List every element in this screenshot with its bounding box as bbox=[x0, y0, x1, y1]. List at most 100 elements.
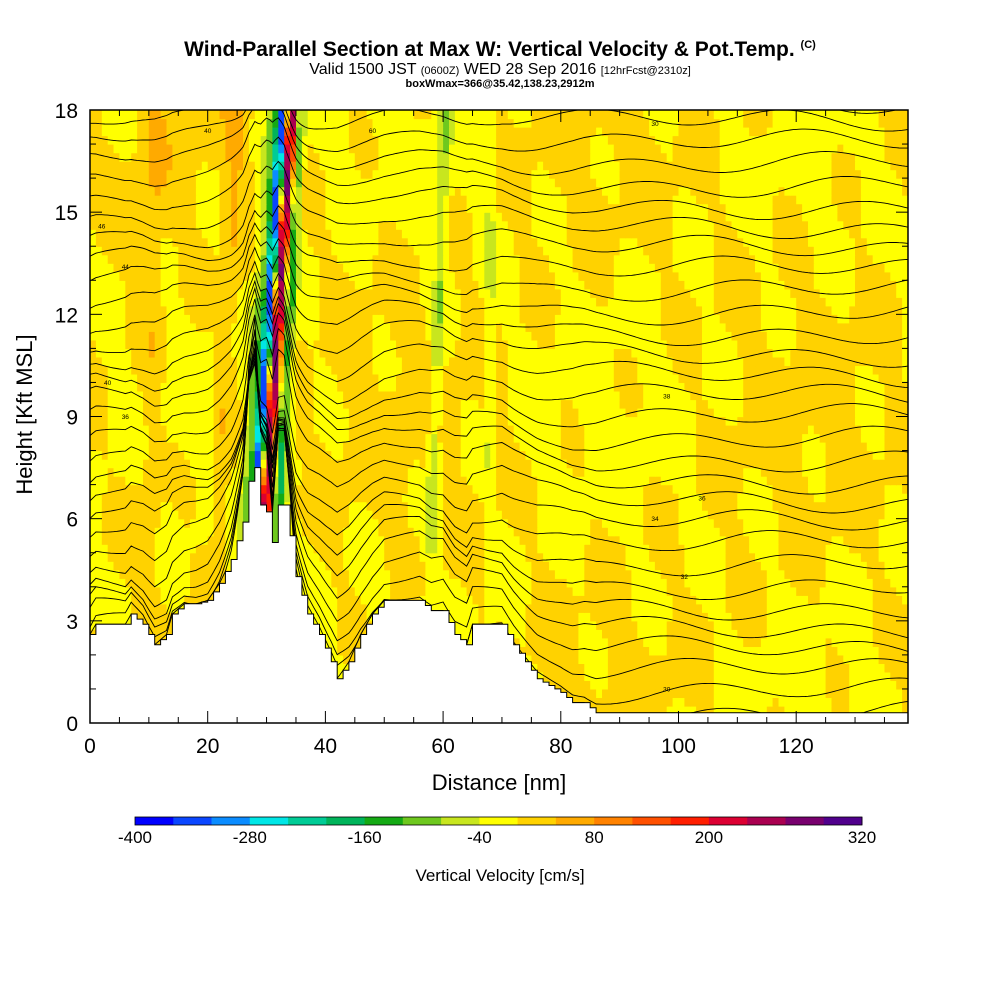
velocity-cell bbox=[519, 484, 527, 494]
velocity-cell bbox=[190, 484, 197, 494]
velocity-cell bbox=[890, 688, 897, 699]
velocity-cell bbox=[660, 629, 668, 639]
velocity-cell bbox=[337, 476, 344, 486]
velocity-cell bbox=[166, 476, 173, 486]
velocity-cell bbox=[325, 493, 332, 503]
velocity-cell bbox=[684, 603, 691, 613]
velocity-cell bbox=[837, 663, 844, 673]
velocity-cell bbox=[884, 569, 891, 579]
velocity-cell bbox=[101, 493, 109, 503]
velocity-cell bbox=[313, 595, 321, 605]
velocity-cell bbox=[531, 586, 538, 596]
velocity-cell bbox=[890, 612, 897, 622]
velocity-cell bbox=[702, 425, 709, 435]
velocity-cell bbox=[713, 527, 721, 537]
velocity-cell bbox=[743, 654, 750, 665]
velocity-cell bbox=[660, 476, 668, 486]
velocity-cell bbox=[248, 459, 256, 469]
velocity-cell bbox=[484, 442, 491, 452]
velocity-cell bbox=[860, 637, 868, 648]
velocity-cell bbox=[654, 442, 662, 452]
velocity-cell bbox=[778, 535, 785, 545]
velocity-cell bbox=[119, 578, 126, 588]
velocity-cell bbox=[166, 561, 173, 571]
velocity-cell bbox=[354, 501, 362, 511]
velocity-cell bbox=[713, 646, 721, 656]
forecast-info: [12hrFcst@2310z] bbox=[600, 65, 691, 77]
velocity-cell bbox=[802, 637, 809, 648]
velocity-cell bbox=[654, 578, 662, 588]
velocity-cell bbox=[755, 706, 762, 716]
velocity-cell bbox=[678, 663, 685, 673]
velocity-cell bbox=[143, 425, 150, 435]
velocity-cell bbox=[554, 586, 562, 596]
velocity-cell bbox=[178, 518, 185, 528]
velocity-cell bbox=[672, 501, 680, 511]
velocity-cell bbox=[237, 527, 244, 537]
velocity-cell bbox=[684, 450, 691, 460]
velocity-cell bbox=[654, 459, 662, 469]
velocity-cell bbox=[390, 561, 397, 571]
velocity-cell bbox=[808, 450, 815, 460]
velocity-cell bbox=[690, 552, 697, 562]
velocity-cell bbox=[372, 552, 379, 562]
velocity-cell bbox=[272, 484, 279, 494]
velocity-cell bbox=[407, 510, 415, 520]
velocity-cell bbox=[131, 433, 138, 443]
velocity-cell bbox=[755, 493, 762, 503]
velocity-cell bbox=[766, 527, 774, 537]
velocity-cell bbox=[378, 510, 385, 520]
velocity-cell bbox=[696, 586, 703, 596]
velocity-cell bbox=[872, 671, 880, 682]
velocity-cell bbox=[190, 450, 197, 460]
velocity-cell bbox=[237, 493, 244, 503]
velocity-cell bbox=[760, 697, 768, 707]
velocity-cell bbox=[643, 697, 650, 707]
velocity-cell bbox=[749, 544, 756, 554]
velocity-cell bbox=[866, 476, 874, 486]
velocity-cell bbox=[407, 467, 415, 477]
velocity-cell bbox=[525, 535, 532, 545]
velocity-cell bbox=[596, 484, 603, 494]
velocity-cell bbox=[372, 433, 379, 443]
velocity-cell bbox=[843, 552, 850, 562]
velocity-cell bbox=[507, 552, 515, 562]
velocity-cell bbox=[131, 425, 138, 435]
velocity-cell bbox=[572, 535, 580, 545]
velocity-cell bbox=[707, 654, 715, 665]
velocity-cell bbox=[478, 569, 485, 579]
velocity-cell bbox=[808, 442, 815, 452]
velocity-cell bbox=[125, 425, 132, 435]
velocity-cell bbox=[831, 484, 838, 494]
velocity-cell bbox=[225, 476, 232, 486]
velocity-cell bbox=[184, 416, 191, 426]
velocity-cell bbox=[248, 416, 256, 426]
velocity-cell bbox=[660, 603, 668, 613]
velocity-cell bbox=[178, 544, 185, 554]
velocity-cell bbox=[554, 629, 562, 639]
velocity-cell bbox=[690, 654, 697, 665]
velocity-cell bbox=[307, 518, 315, 528]
velocity-cell bbox=[137, 450, 144, 460]
velocity-cell bbox=[619, 620, 627, 630]
velocity-cell bbox=[566, 450, 574, 460]
velocity-cell bbox=[802, 510, 809, 520]
velocity-cell bbox=[337, 569, 344, 579]
velocity-cell bbox=[749, 654, 756, 665]
velocity-cell bbox=[348, 629, 356, 639]
velocity-cell bbox=[431, 433, 438, 443]
velocity-cell bbox=[619, 561, 627, 571]
velocity-cell bbox=[478, 586, 485, 596]
velocity-cell bbox=[819, 578, 827, 588]
velocity-cell bbox=[343, 433, 350, 443]
velocity-cell bbox=[101, 595, 109, 605]
velocity-cell bbox=[166, 518, 173, 528]
velocity-cell bbox=[207, 535, 215, 545]
velocity-cell bbox=[637, 552, 644, 562]
velocity-cell bbox=[225, 510, 232, 520]
velocity-cell bbox=[566, 442, 574, 452]
velocity-cell bbox=[843, 450, 850, 460]
velocity-cell bbox=[590, 425, 597, 435]
velocity-cell bbox=[437, 442, 444, 452]
velocity-cell bbox=[201, 416, 209, 426]
